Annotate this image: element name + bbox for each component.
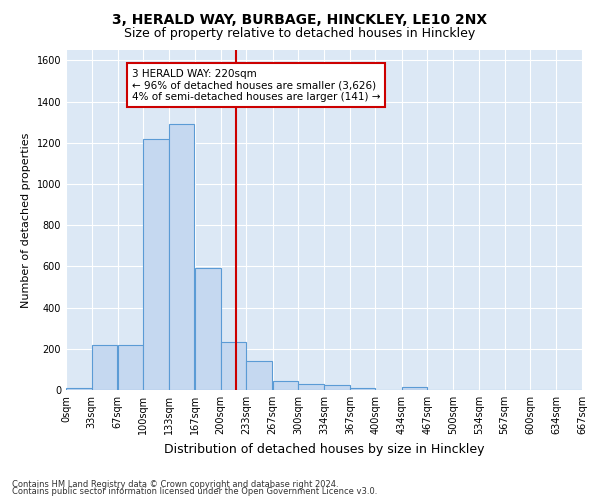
Y-axis label: Number of detached properties: Number of detached properties xyxy=(21,132,31,308)
Bar xyxy=(118,344,143,390)
Bar xyxy=(92,344,117,390)
Text: Contains public sector information licensed under the Open Government Licence v3: Contains public sector information licen… xyxy=(12,487,377,496)
Bar xyxy=(221,342,246,390)
Bar xyxy=(350,388,376,390)
Bar xyxy=(169,124,194,390)
Bar xyxy=(195,268,221,390)
X-axis label: Distribution of detached houses by size in Hinckley: Distribution of detached houses by size … xyxy=(164,442,484,456)
Bar xyxy=(298,384,323,390)
Bar xyxy=(246,361,272,390)
Bar xyxy=(402,387,427,390)
Text: Contains HM Land Registry data © Crown copyright and database right 2024.: Contains HM Land Registry data © Crown c… xyxy=(12,480,338,489)
Bar xyxy=(66,388,92,390)
Text: 3, HERALD WAY, BURBAGE, HINCKLEY, LE10 2NX: 3, HERALD WAY, BURBAGE, HINCKLEY, LE10 2… xyxy=(112,12,488,26)
Text: 3 HERALD WAY: 220sqm
← 96% of detached houses are smaller (3,626)
4% of semi-det: 3 HERALD WAY: 220sqm ← 96% of detached h… xyxy=(132,68,380,102)
Text: Size of property relative to detached houses in Hinckley: Size of property relative to detached ho… xyxy=(124,28,476,40)
Bar xyxy=(325,385,350,390)
Bar xyxy=(272,380,298,390)
Bar xyxy=(143,138,169,390)
